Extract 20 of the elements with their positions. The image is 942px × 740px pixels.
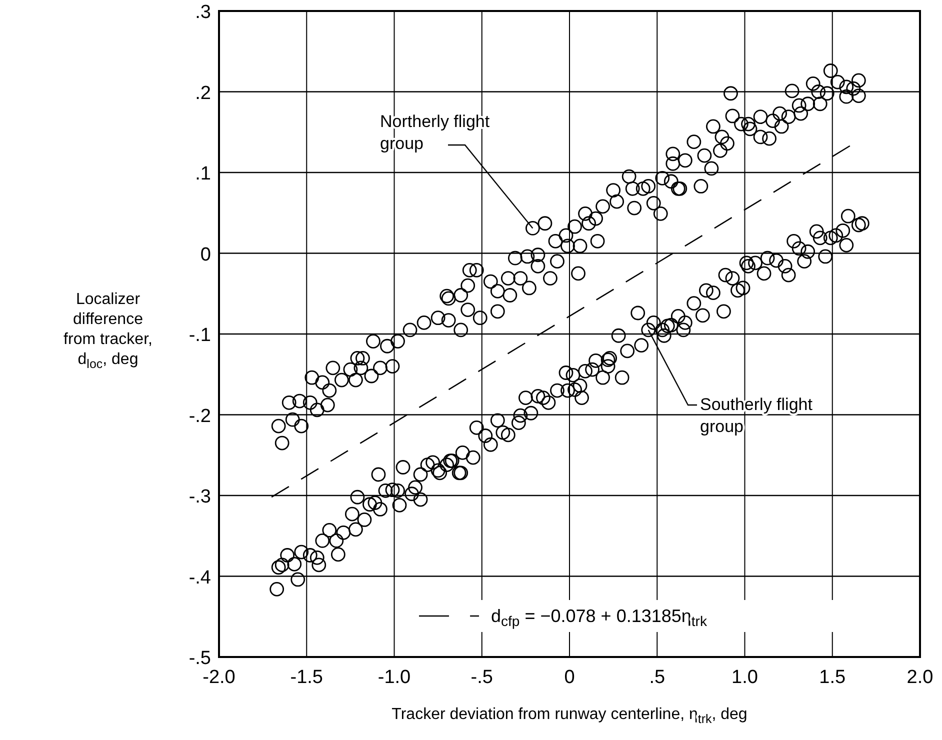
y-tick-label: .2: [195, 82, 211, 104]
y-tick-label: -.5: [188, 648, 211, 669]
x-tick-label: 0: [564, 667, 575, 688]
x-tick-label: -2.0: [202, 667, 236, 688]
y-tick-label: .1: [195, 164, 211, 184]
x-tick-label: -1.0: [378, 667, 411, 688]
y-tick-label: 0: [200, 244, 211, 266]
x-tick-label: 1.0: [732, 667, 758, 688]
y-tick-label: .3: [195, 2, 211, 23]
x-tick-label: -.5: [470, 667, 493, 688]
y-tick-label: -.4: [188, 567, 212, 588]
y-axis-title: Localizer difference from tracker, d$_{loc}$, deg: [64, 291, 152, 371]
x-tick-label: 2.0: [906, 667, 934, 688]
legend-label: d$_{cfp}$ = −0.078 + 0.13185η$_{trk}$: [491, 606, 708, 630]
x-tick-label: .5: [649, 667, 666, 688]
x-tick-label: -1.5: [290, 667, 323, 688]
y-tick-label: -.1: [188, 325, 211, 346]
x-tick-label: 1.5: [819, 667, 846, 688]
y-tick-label: -.2: [188, 406, 211, 427]
y-tick-label: -.3: [188, 486, 211, 508]
